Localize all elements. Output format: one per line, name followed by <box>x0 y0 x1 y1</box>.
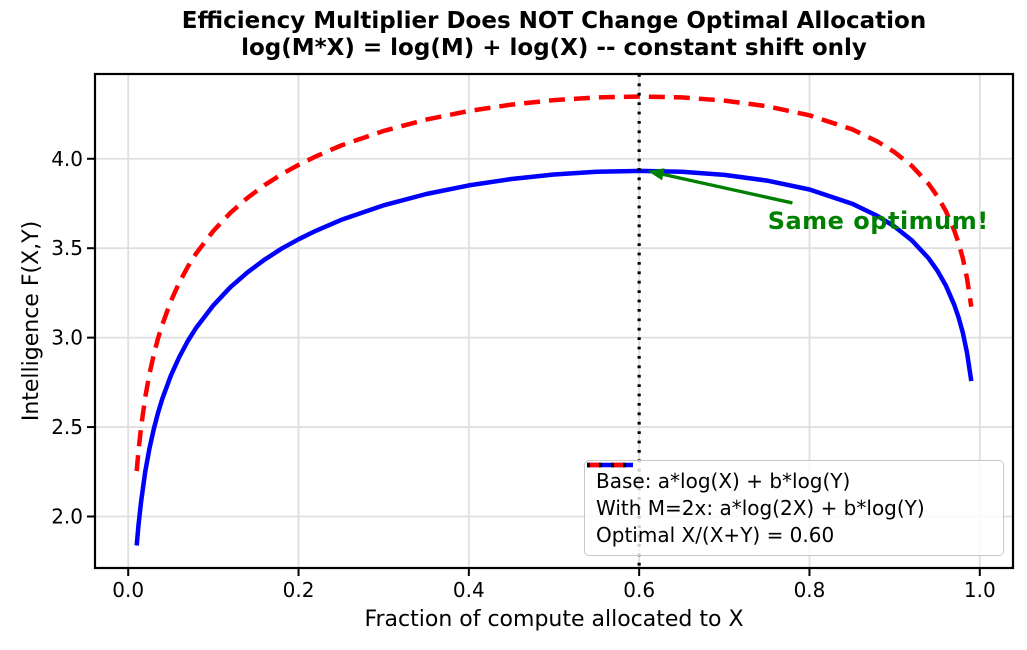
arrow-shaft <box>659 172 793 205</box>
chart-title-line2: log(M*X) = log(M) + log(X) -- constant s… <box>241 35 867 61</box>
x-tick-label: 0.4 <box>453 578 485 602</box>
legend-item-base: Base: a*log(X) + b*log(Y) <box>587 462 992 494</box>
curves <box>134 94 974 546</box>
x-axis-label: Fraction of compute allocated to X <box>364 607 743 632</box>
multiplier-curve <box>134 94 974 472</box>
legend-item-m2: With M=2x: a*log(2X) + b*log(Y) <box>587 462 992 521</box>
y-tick-label: 2.5 <box>51 415 83 439</box>
annotation-arrow <box>647 168 793 205</box>
tick-labels: 0.0 0.2 0.4 0.6 0.8 1.0 2.0 2.5 3.0 3.5 4.0 <box>51 147 996 602</box>
legend-item-optimal: Optimal X/(X+Y) = 0.60 <box>587 462 992 549</box>
base-curve <box>134 168 974 546</box>
arrow-head-icon <box>647 168 665 181</box>
annotation-text: Same optimum! <box>768 207 989 235</box>
x-tick-label: 0.2 <box>283 578 315 602</box>
y-axis-label: Intelligence F(X,Y) <box>19 221 44 421</box>
chart-title: Efficiency Multiplier Does NOT Change Op… <box>95 8 1013 62</box>
gridlines <box>95 74 1013 568</box>
legend-label-base: Base: a*log(X) + b*log(Y) <box>596 468 851 493</box>
axis-ticks <box>87 157 981 576</box>
chart-title-line1: Efficiency Multiplier Does NOT Change Op… <box>181 8 927 34</box>
y-tick-label: 3.5 <box>51 236 83 260</box>
y-tick-label: 2.0 <box>51 504 83 528</box>
legend-label-m2: With M=2x: a*log(2X) + b*log(Y) <box>596 495 925 520</box>
x-tick-label: 0.8 <box>794 578 826 602</box>
legend-swatch-dotted-line <box>587 462 633 468</box>
x-tick-label: 0.6 <box>623 578 655 602</box>
x-tick-label: 1.0 <box>964 578 996 602</box>
y-tick-label: 4.0 <box>51 147 83 171</box>
plot-border <box>93 72 1015 570</box>
y-tick-label: 3.0 <box>51 326 83 350</box>
legend: Base: a*log(X) + b*log(Y) With M=2x: a*l… <box>584 460 1004 556</box>
x-tick-label: 0.0 <box>112 578 144 602</box>
legend-label-optimal: Optimal X/(X+Y) = 0.60 <box>596 523 835 548</box>
